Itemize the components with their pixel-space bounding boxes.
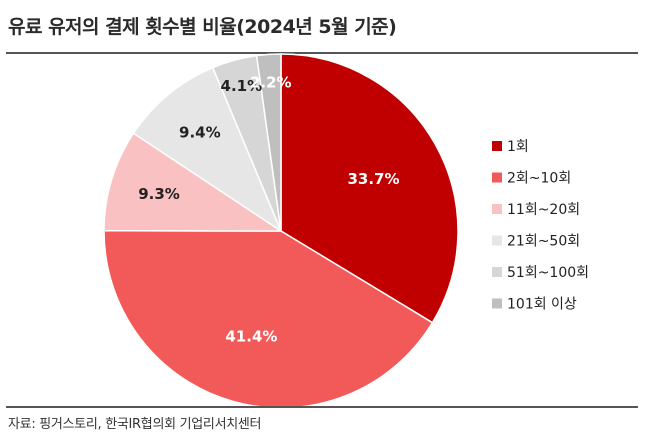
slice-data-label: 33.7% <box>347 170 399 188</box>
legend-label: 1회 <box>507 139 529 155</box>
legend-swatch <box>492 172 502 183</box>
legend-swatch <box>492 235 502 246</box>
legend: 1회 2회~10회 11회~20회 21회~50회 51회~100회 101회 이상 <box>492 139 589 313</box>
legend-label: 21회~50회 <box>507 234 580 250</box>
legend-swatch <box>492 298 502 309</box>
legend-label: 51회~100회 <box>507 265 589 281</box>
legend-label: 101회 이상 <box>507 297 577 313</box>
pie-slice <box>280 53 459 324</box>
legend-swatch <box>492 141 502 151</box>
slice-data-label: 2.2% <box>250 74 292 92</box>
slice-data-label: 41.4% <box>225 328 277 346</box>
slice-labels: 33.7% 41.4% 9.3% 9.4% 4.1%2.2% <box>138 74 399 346</box>
chart-title: 유료 유저의 결제 횟수별 비율(2024년 5월 기준) <box>8 16 397 38</box>
slice-data-label: 4.1% <box>221 77 263 95</box>
pie-slice <box>255 53 282 232</box>
legend-swatch <box>492 267 502 277</box>
legend-label: 11회~20회 <box>507 202 580 218</box>
slice-data-label: 9.4% <box>179 124 221 142</box>
legend-swatch <box>492 204 502 214</box>
top-divider <box>6 52 638 54</box>
pie-slice <box>132 66 283 233</box>
pie-slices <box>103 53 459 409</box>
legend-label: 2회~10회 <box>507 171 571 187</box>
pie-slice <box>103 132 284 232</box>
slice-data-label: 9.3% <box>138 185 180 203</box>
pie-slice <box>103 229 434 409</box>
bottom-divider <box>6 406 638 408</box>
source-note: 자료: 핑거스토리, 한국IR협의회 기업리서치센터 <box>8 417 262 432</box>
